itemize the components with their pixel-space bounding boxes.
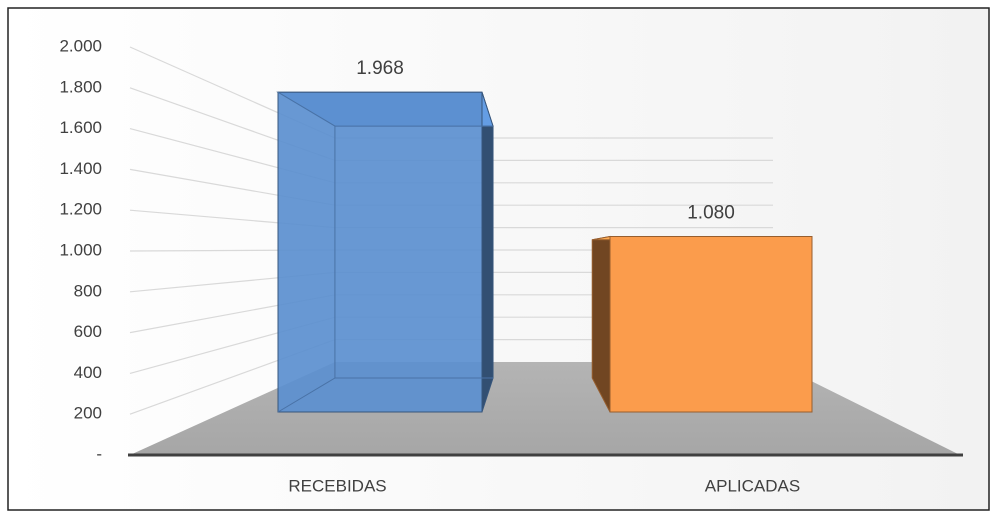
x-tick-label: APLICADAS (705, 476, 800, 495)
bar-back-edge (277, 91, 494, 379)
y-tick-label: 2.000 (59, 36, 102, 55)
y-tick-label: 1.600 (59, 118, 102, 137)
y-tick-label: 1.400 (59, 159, 102, 178)
y-tick-label: 600 (74, 322, 102, 341)
bar (609, 236, 813, 413)
bar-back-edge (277, 377, 336, 413)
y-tick-label: 400 (74, 363, 102, 382)
value-label: 1.080 (687, 203, 735, 224)
bar (277, 91, 483, 413)
y-tick-label: 1.800 (59, 77, 102, 96)
y-tick-label: - (96, 444, 102, 463)
y-tick-label: 200 (74, 404, 102, 423)
y-tick-label: 800 (74, 281, 102, 300)
y-tick-label: 1.000 (59, 240, 102, 259)
y-tick-label: 1.200 (59, 200, 102, 219)
bar-side (481, 92, 494, 413)
bars (276, 91, 813, 413)
value-label: 1.968 (356, 58, 404, 79)
x-tick-label: RECEBIDAS (288, 476, 386, 495)
